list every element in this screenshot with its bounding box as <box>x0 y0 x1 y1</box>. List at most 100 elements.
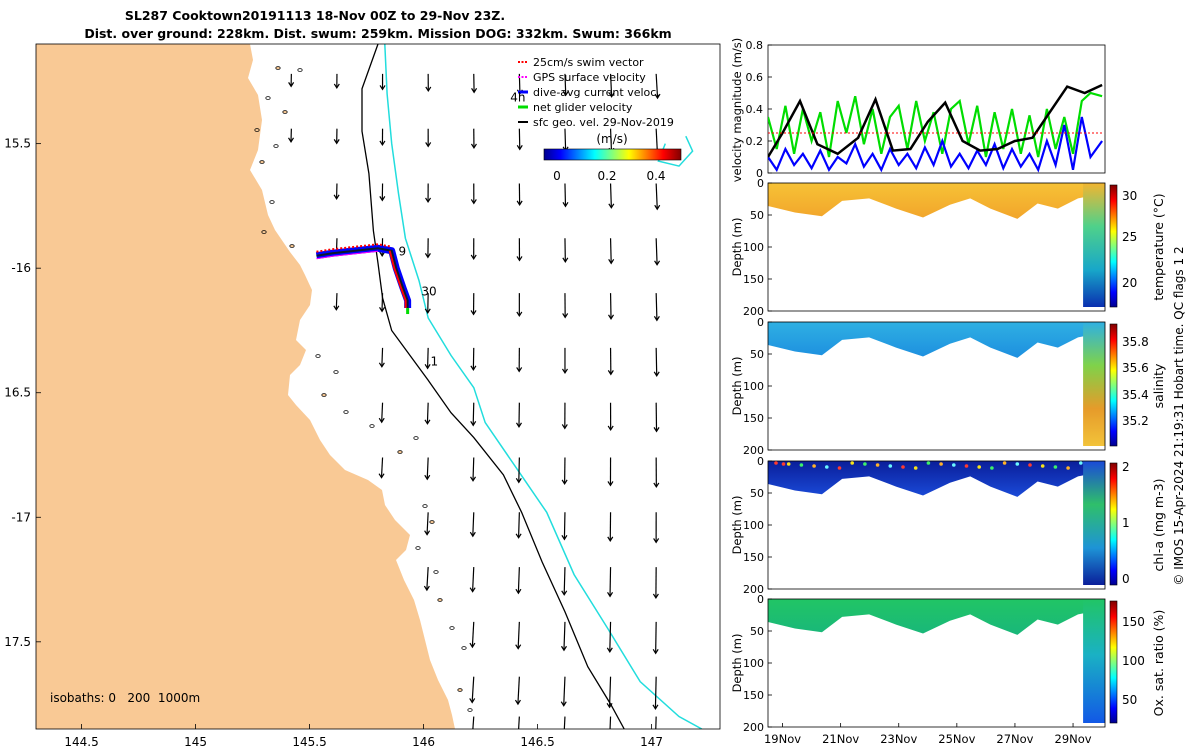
sfc-velocity-arrow <box>471 73 478 94</box>
colorbar-tick-label: 150 <box>1122 615 1145 629</box>
chla-hotspot <box>1002 461 1007 465</box>
legend-label-swim: 25cm/s swim vector <box>533 56 644 69</box>
sfc-velocity-arrow <box>516 128 523 151</box>
colorbar-axis-label: Ox. sat. ratio (%) <box>1151 610 1166 717</box>
reef-outline <box>369 424 375 428</box>
sfc-velocity-arrow <box>607 347 614 376</box>
sfc-velocity-arrow <box>562 293 569 319</box>
sfc-velocity-arrow <box>516 183 523 207</box>
sfc-velocity-arrow <box>288 73 295 88</box>
reef-outline <box>259 160 265 164</box>
sfc-velocity-arrow <box>379 183 386 202</box>
depth-tick-label: 150 <box>743 412 764 425</box>
salinity-section: 0 50 100 150 200 Depth (m) 35.8 35.6 35.4 35.2sal… <box>730 316 1166 457</box>
time-tick-label: 29Nov <box>1055 732 1092 746</box>
depth-tick-label: 150 <box>743 551 764 564</box>
sfc-velocity-arrow <box>654 73 661 100</box>
sfc-velocity-arrow <box>423 567 430 592</box>
legend-label-sfc: sfc geo. vel. 29-Nov-2019 <box>533 116 674 129</box>
sfc-velocity-arrow <box>606 621 613 653</box>
reef-outline <box>449 626 455 630</box>
chla-hotspot <box>786 462 791 466</box>
reef-outline <box>275 66 281 70</box>
reef-outline <box>273 144 279 148</box>
colorbar-tick-2: 0.4 <box>646 169 665 183</box>
reef-outline <box>461 646 467 650</box>
map-y-tick-label: 17.5 <box>4 635 31 649</box>
legend-label-net: net glider velocity <box>533 101 633 114</box>
reef-outline <box>343 410 349 414</box>
series-velocity-magnitude <box>768 83 1103 158</box>
sfc-velocity-arrow <box>470 402 477 427</box>
reef-outline <box>315 354 321 358</box>
depth-tick-label: 150 <box>743 273 764 286</box>
map-y-tick-label: 15.5 <box>4 137 31 151</box>
chla-hotspot <box>837 466 842 470</box>
surface-geostrophic-velocity-arrows <box>288 73 661 729</box>
velocity-y-tick-label: 0.6 <box>746 71 764 84</box>
map-y-tick-label: 16.5 <box>4 386 31 400</box>
colorbar-tick-1: 0.2 <box>597 169 616 183</box>
chla-hotspot <box>926 461 931 465</box>
colorbar-tick-label: 35.4 <box>1122 388 1149 402</box>
sfc-velocity-arrow <box>561 347 568 375</box>
sfc-velocity-arrow <box>470 293 477 316</box>
colorbar-axis-label: temperature (°C) <box>1151 193 1166 300</box>
sfc-velocity-arrow <box>562 238 569 264</box>
isobaths-label: isobaths: 0 200 1000m <box>50 691 200 705</box>
coastline-land <box>36 44 455 729</box>
chla-hotspot <box>901 465 905 469</box>
series-net-glider-velocity <box>768 91 1103 158</box>
sfc-velocity-arrow <box>607 567 614 598</box>
legend-label-gps: GPS surface velocity <box>533 71 646 84</box>
figure-title: SL287 Cooktown20191113 18-Nov 00Z to 29-… <box>125 8 505 23</box>
chla-hotspot <box>1040 464 1045 468</box>
colorbar-tick-label: 1 <box>1122 516 1130 530</box>
sfc-velocity-arrow <box>515 457 522 484</box>
sfc-velocity-arrow <box>378 347 385 368</box>
depth-tick-label: 150 <box>743 689 764 702</box>
depth-tick-label: 100 <box>743 380 764 393</box>
sfc-velocity-arrow <box>607 512 614 543</box>
section-deep-profile <box>1083 599 1105 723</box>
sfc-velocity-arrow <box>561 567 568 596</box>
sfc-velocity-arrow <box>470 347 477 371</box>
section-colorbar <box>1109 323 1118 447</box>
sfc-velocity-arrow <box>288 128 295 143</box>
sfc-velocity-arrow <box>563 716 566 729</box>
time-tick-label: 21Nov <box>822 732 859 746</box>
chla-hotspot <box>774 461 778 465</box>
reef-outline <box>321 393 327 397</box>
section-deep-profile <box>1083 322 1105 446</box>
reef-outline <box>333 370 339 374</box>
colorbar-tick-label: 20 <box>1122 276 1137 290</box>
legend-label-dive: dive-avg current veloc. <box>533 86 660 99</box>
sfc-velocity-arrow <box>469 567 476 593</box>
sfc-velocity-arrow <box>379 128 386 147</box>
swim-vectors-south <box>388 250 407 309</box>
velocity-frame <box>767 44 1106 174</box>
sfc-velocity-arrow <box>515 567 522 595</box>
section-sampled-data <box>768 461 1092 497</box>
time-tick-label: 27Nov <box>996 732 1033 746</box>
chla-hotspot <box>875 463 880 467</box>
colorbar-tick-label: 35.6 <box>1122 361 1149 375</box>
section-sampled-data <box>768 599 1092 635</box>
sfc-velocity-arrow <box>514 676 521 706</box>
sfc-velocity-arrow <box>424 402 431 425</box>
sfc-velocity-arrow <box>378 402 385 424</box>
sfc-velocity-arrow <box>516 238 523 262</box>
sfc-velocity-arrow <box>424 457 431 481</box>
reef-outline <box>467 708 473 712</box>
map-x-tick-label: 147 <box>640 735 663 749</box>
depth-tick-label: 200 <box>743 583 764 596</box>
reef-outline <box>261 230 267 234</box>
sfc-velocity-arrow <box>469 621 476 649</box>
reef-outline <box>297 68 303 72</box>
sfc-velocity-arrow <box>608 183 615 209</box>
chla-hotspot <box>812 464 816 468</box>
sfc-velocity-arrow <box>425 73 432 93</box>
reef-outline <box>265 96 271 100</box>
sfc-velocity-arrow <box>379 293 386 313</box>
velocity-ylabel: velocity magnitude (m/s) <box>730 38 744 183</box>
